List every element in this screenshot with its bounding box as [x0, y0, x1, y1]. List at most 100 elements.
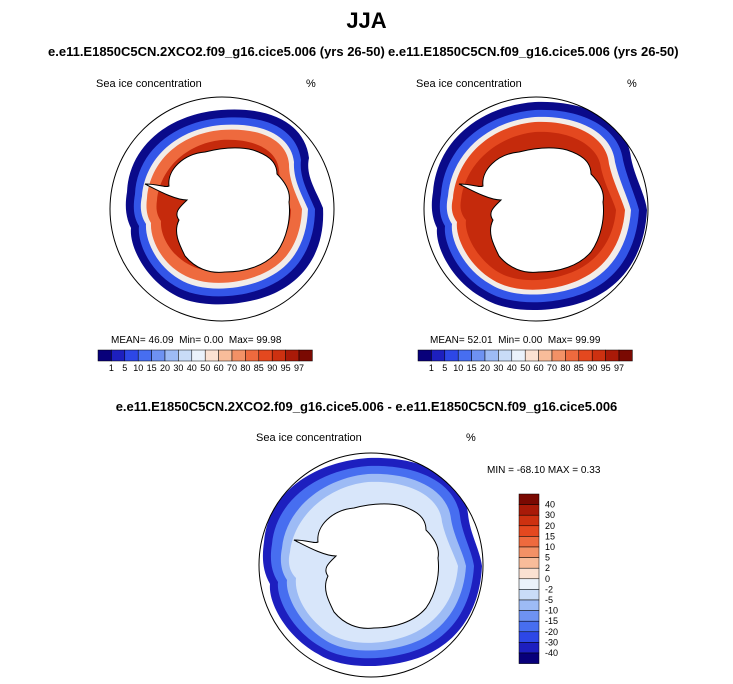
colorbar-swatch	[417, 349, 432, 362]
colorbar-swatch	[124, 349, 139, 362]
colorbar-tick-label: 10	[133, 363, 143, 373]
colorbar-tick-label: 15	[467, 363, 477, 373]
colorbar-swatch	[578, 349, 593, 362]
colorbar-swatch	[431, 349, 446, 362]
colorbar-swatch	[618, 349, 633, 362]
colorbar-swatch	[457, 349, 472, 362]
difference-stats: MIN = -68.10 MAX = 0.33	[487, 465, 601, 476]
difference-title: e.e11.E1850C5CN.2XCO2.f09_g16.cice5.006 …	[115, 399, 618, 414]
colorbar-swatch	[97, 349, 112, 362]
colorbar-swatch	[164, 349, 179, 362]
colorbar-tick-label: 20	[480, 363, 490, 373]
colorbar-tick-label: 15	[147, 363, 157, 373]
colorbar-swatch	[518, 525, 540, 537]
colorbar-tick-label: 1	[429, 363, 434, 373]
colorbar-tick-label: 90	[587, 363, 597, 373]
colorbar-swatch	[111, 349, 126, 362]
colorbar-tick-label: 60	[534, 363, 544, 373]
colorbar-tick-label: 60	[214, 363, 224, 373]
panel-1-map	[109, 96, 335, 322]
colorbar-tick-label: -5	[545, 595, 553, 605]
colorbar-tick-label: -40	[545, 648, 558, 658]
colorbar-tick-label: 50	[520, 363, 530, 373]
colorbar-tick-label: 30	[493, 363, 503, 373]
colorbar-swatch	[498, 349, 513, 362]
colorbar-tick-label: 10	[545, 542, 555, 552]
colorbar-tick-label: -10	[545, 606, 558, 616]
colorbar-swatch	[518, 557, 540, 569]
colorbar-swatch	[538, 349, 553, 362]
colorbar-swatch	[591, 349, 606, 362]
colorbar-swatch	[551, 349, 566, 362]
difference-map	[258, 452, 484, 678]
colorbar-tick-label: 0	[545, 574, 550, 584]
colorbar-tick-label: -20	[545, 627, 558, 637]
colorbar-swatch	[518, 631, 540, 643]
panel-1-title: e.e11.E1850C5CN.2XCO2.f09_g16.cice5.006 …	[48, 44, 385, 59]
colorbar-tick-label: 40	[545, 500, 555, 510]
difference-variable: Sea ice concentration	[256, 432, 362, 444]
colorbar-tick-label: 1	[109, 363, 114, 373]
panel-1-variable: Sea ice concentration	[96, 78, 202, 90]
antarctica	[144, 147, 290, 273]
difference-unit: %	[466, 432, 476, 444]
colorbar-tick-label: 20	[545, 521, 555, 531]
panel-2-colorbar: 1 5 10 15 20 30 40 50 60 70 80 85 90 95 97	[417, 349, 633, 373]
colorbar-tick-label: 85	[574, 363, 584, 373]
colorbar-tick-label: 80	[560, 363, 570, 373]
colorbar-swatch	[518, 589, 540, 601]
colorbar-swatch	[471, 349, 486, 362]
figure-title: JJA	[346, 8, 387, 33]
colorbar-tick-label: 97	[294, 363, 304, 373]
colorbar-tick-label: -2	[545, 584, 553, 594]
colorbar-swatch	[518, 567, 540, 580]
colorbar-swatch	[218, 349, 233, 362]
colorbar-tick-label: 30	[173, 363, 183, 373]
colorbar-tick-label: -30	[545, 637, 558, 647]
colorbar-swatch	[565, 349, 580, 362]
antarctica	[458, 147, 604, 273]
colorbar-swatch	[524, 349, 539, 362]
colorbar-tick-label: 2	[545, 563, 550, 573]
panel-1-unit: %	[306, 78, 316, 90]
colorbar-tick-label: 5	[442, 363, 447, 373]
panel-1-stats: MEAN= 46.09 Min= 0.00 Max= 99.98	[111, 335, 282, 346]
colorbar-swatch	[298, 349, 313, 362]
colorbar-tick-label: 90	[267, 363, 277, 373]
colorbar-swatch	[151, 349, 166, 362]
colorbar-tick-label: 95	[281, 363, 291, 373]
colorbar-swatch	[605, 349, 620, 362]
colorbar-swatch	[258, 349, 273, 362]
panel-2-map	[423, 96, 649, 322]
colorbar-swatch	[518, 493, 540, 505]
colorbar-swatch	[518, 504, 540, 516]
colorbar-tick-label: 10	[453, 363, 463, 373]
colorbar-swatch	[518, 642, 540, 654]
panel-2-variable: Sea ice concentration	[416, 78, 522, 90]
colorbar-swatch	[511, 349, 526, 362]
panel-2-unit: %	[627, 78, 637, 90]
colorbar-tick-label: 40	[187, 363, 197, 373]
colorbar-swatch	[137, 349, 152, 362]
colorbar-swatch	[285, 349, 300, 362]
colorbar-swatch	[191, 349, 206, 362]
colorbar-swatch	[518, 599, 540, 611]
antarctica	[293, 503, 439, 629]
colorbar-tick-label: -15	[545, 616, 558, 626]
colorbar-swatch	[518, 578, 540, 590]
colorbar-tick-label: 85	[254, 363, 264, 373]
colorbar-swatch	[518, 620, 540, 633]
colorbar-tick-label: 15	[545, 531, 555, 541]
colorbar-swatch	[271, 349, 286, 362]
colorbar-tick-label: 80	[240, 363, 250, 373]
colorbar-swatch	[204, 349, 219, 362]
colorbar-tick-label: 5	[122, 363, 127, 373]
colorbar-tick-label: 95	[601, 363, 611, 373]
colorbar-swatch	[518, 514, 540, 527]
colorbar-swatch	[518, 536, 540, 548]
panel-1-colorbar: 1 5 10 15 20 30 40 50 60 70 80 85 90 95 97	[97, 349, 313, 373]
colorbar-swatch	[231, 349, 246, 362]
colorbar-swatch	[444, 349, 459, 362]
colorbar-swatch	[518, 546, 540, 558]
colorbar-tick-label: 30	[545, 510, 555, 520]
